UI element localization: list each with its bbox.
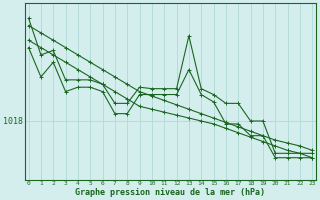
X-axis label: Graphe pression niveau de la mer (hPa): Graphe pression niveau de la mer (hPa) [76,188,265,197]
